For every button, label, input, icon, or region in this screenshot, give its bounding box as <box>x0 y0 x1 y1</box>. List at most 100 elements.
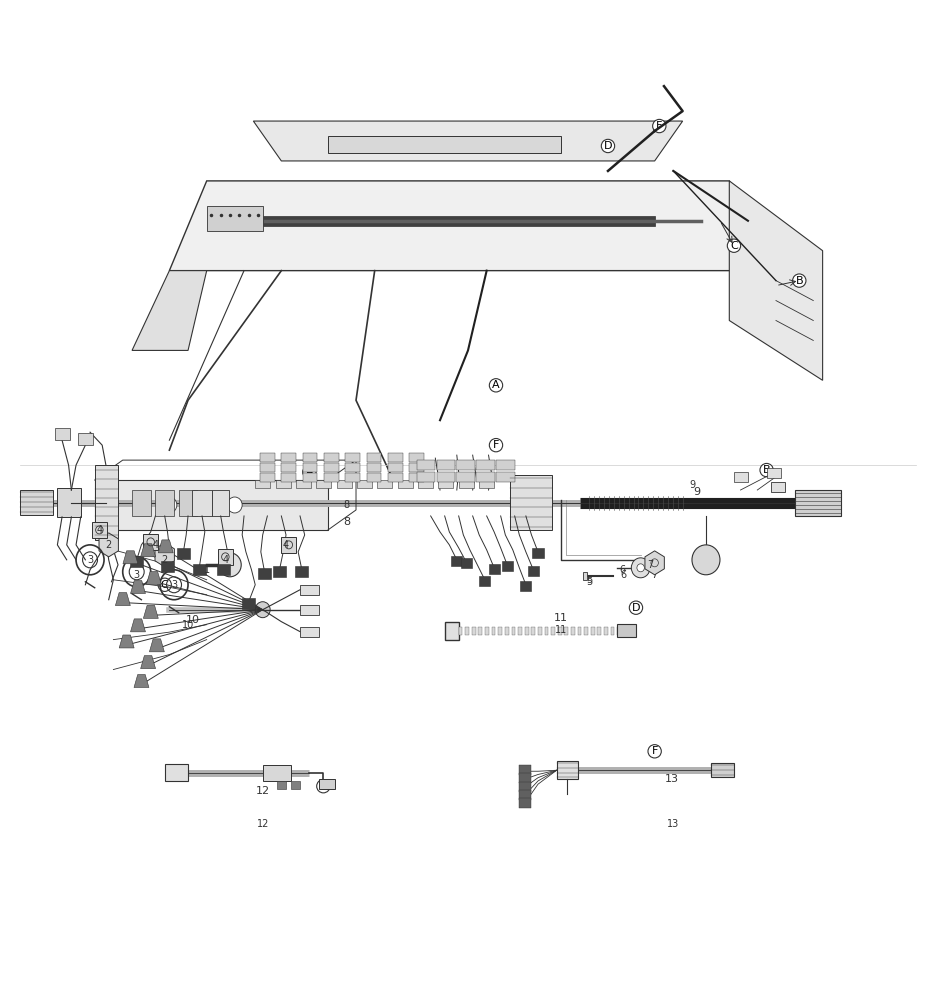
Polygon shape <box>337 480 352 488</box>
Polygon shape <box>193 564 206 575</box>
Polygon shape <box>130 556 143 567</box>
Text: 9: 9 <box>689 480 695 490</box>
Polygon shape <box>734 472 748 482</box>
Text: 12: 12 <box>256 819 269 829</box>
Polygon shape <box>496 472 515 482</box>
Text: 8: 8 <box>344 517 350 527</box>
Polygon shape <box>545 627 548 635</box>
Polygon shape <box>476 460 495 470</box>
Polygon shape <box>465 627 469 635</box>
Text: 4: 4 <box>283 540 289 550</box>
Polygon shape <box>281 473 296 482</box>
Polygon shape <box>296 566 309 577</box>
Polygon shape <box>476 472 495 482</box>
Polygon shape <box>388 463 402 472</box>
Polygon shape <box>496 460 515 470</box>
Polygon shape <box>177 548 190 559</box>
Text: F: F <box>493 440 499 450</box>
Text: F: F <box>656 121 663 131</box>
Polygon shape <box>610 627 614 635</box>
Polygon shape <box>179 490 197 516</box>
Polygon shape <box>479 480 494 488</box>
Polygon shape <box>457 472 475 482</box>
Polygon shape <box>169 181 767 271</box>
Polygon shape <box>260 463 275 472</box>
Polygon shape <box>212 490 229 516</box>
Polygon shape <box>491 627 495 635</box>
Polygon shape <box>367 473 382 482</box>
Polygon shape <box>512 627 516 635</box>
Polygon shape <box>242 598 256 609</box>
Text: 4: 4 <box>153 540 158 550</box>
Polygon shape <box>438 480 453 488</box>
Text: 5: 5 <box>586 577 592 587</box>
FancyBboxPatch shape <box>218 549 233 565</box>
Polygon shape <box>140 544 155 557</box>
Polygon shape <box>132 271 207 350</box>
Polygon shape <box>564 627 568 635</box>
Polygon shape <box>519 773 532 783</box>
FancyBboxPatch shape <box>282 537 297 553</box>
Text: 13: 13 <box>667 819 680 829</box>
FancyBboxPatch shape <box>92 522 107 538</box>
Polygon shape <box>479 576 490 586</box>
Text: 8: 8 <box>344 500 350 510</box>
Polygon shape <box>388 453 402 462</box>
Polygon shape <box>771 482 785 492</box>
Polygon shape <box>235 216 654 226</box>
Polygon shape <box>130 581 145 594</box>
Polygon shape <box>618 627 622 635</box>
Polygon shape <box>300 605 318 615</box>
Polygon shape <box>409 473 424 482</box>
Polygon shape <box>258 568 271 579</box>
Polygon shape <box>478 627 482 635</box>
Polygon shape <box>502 561 513 571</box>
Polygon shape <box>324 473 339 482</box>
Text: F: F <box>651 746 658 756</box>
Polygon shape <box>436 472 455 482</box>
Polygon shape <box>571 627 575 635</box>
Polygon shape <box>146 572 161 584</box>
Polygon shape <box>591 627 594 635</box>
Circle shape <box>631 558 650 578</box>
Polygon shape <box>357 480 372 488</box>
Polygon shape <box>165 764 188 781</box>
Polygon shape <box>95 480 328 530</box>
Polygon shape <box>388 473 402 482</box>
Polygon shape <box>436 460 455 470</box>
Polygon shape <box>461 558 472 568</box>
Text: 6: 6 <box>621 570 627 580</box>
Polygon shape <box>57 488 80 517</box>
Text: B: B <box>763 465 770 475</box>
Polygon shape <box>134 675 149 687</box>
Text: 5: 5 <box>586 575 592 585</box>
Polygon shape <box>119 635 134 648</box>
Polygon shape <box>729 181 823 380</box>
Text: 11: 11 <box>554 613 568 623</box>
Polygon shape <box>345 453 360 462</box>
Polygon shape <box>532 627 535 635</box>
Text: B: B <box>796 276 803 286</box>
Polygon shape <box>597 627 601 635</box>
Polygon shape <box>275 480 290 488</box>
Text: C: C <box>730 241 738 251</box>
Polygon shape <box>445 622 459 640</box>
Polygon shape <box>618 624 636 637</box>
Text: 11: 11 <box>555 625 567 635</box>
Polygon shape <box>143 605 158 618</box>
Polygon shape <box>158 540 173 553</box>
Polygon shape <box>485 627 489 635</box>
Text: 12: 12 <box>256 786 270 796</box>
Polygon shape <box>345 473 360 482</box>
Polygon shape <box>398 480 413 488</box>
Polygon shape <box>795 490 841 516</box>
Text: 3: 3 <box>87 555 93 565</box>
Polygon shape <box>409 463 424 472</box>
Polygon shape <box>192 490 212 516</box>
Polygon shape <box>584 627 588 635</box>
Text: 7: 7 <box>651 570 658 580</box>
Polygon shape <box>78 433 93 445</box>
Polygon shape <box>281 453 296 462</box>
Polygon shape <box>207 206 263 231</box>
Polygon shape <box>132 490 151 516</box>
